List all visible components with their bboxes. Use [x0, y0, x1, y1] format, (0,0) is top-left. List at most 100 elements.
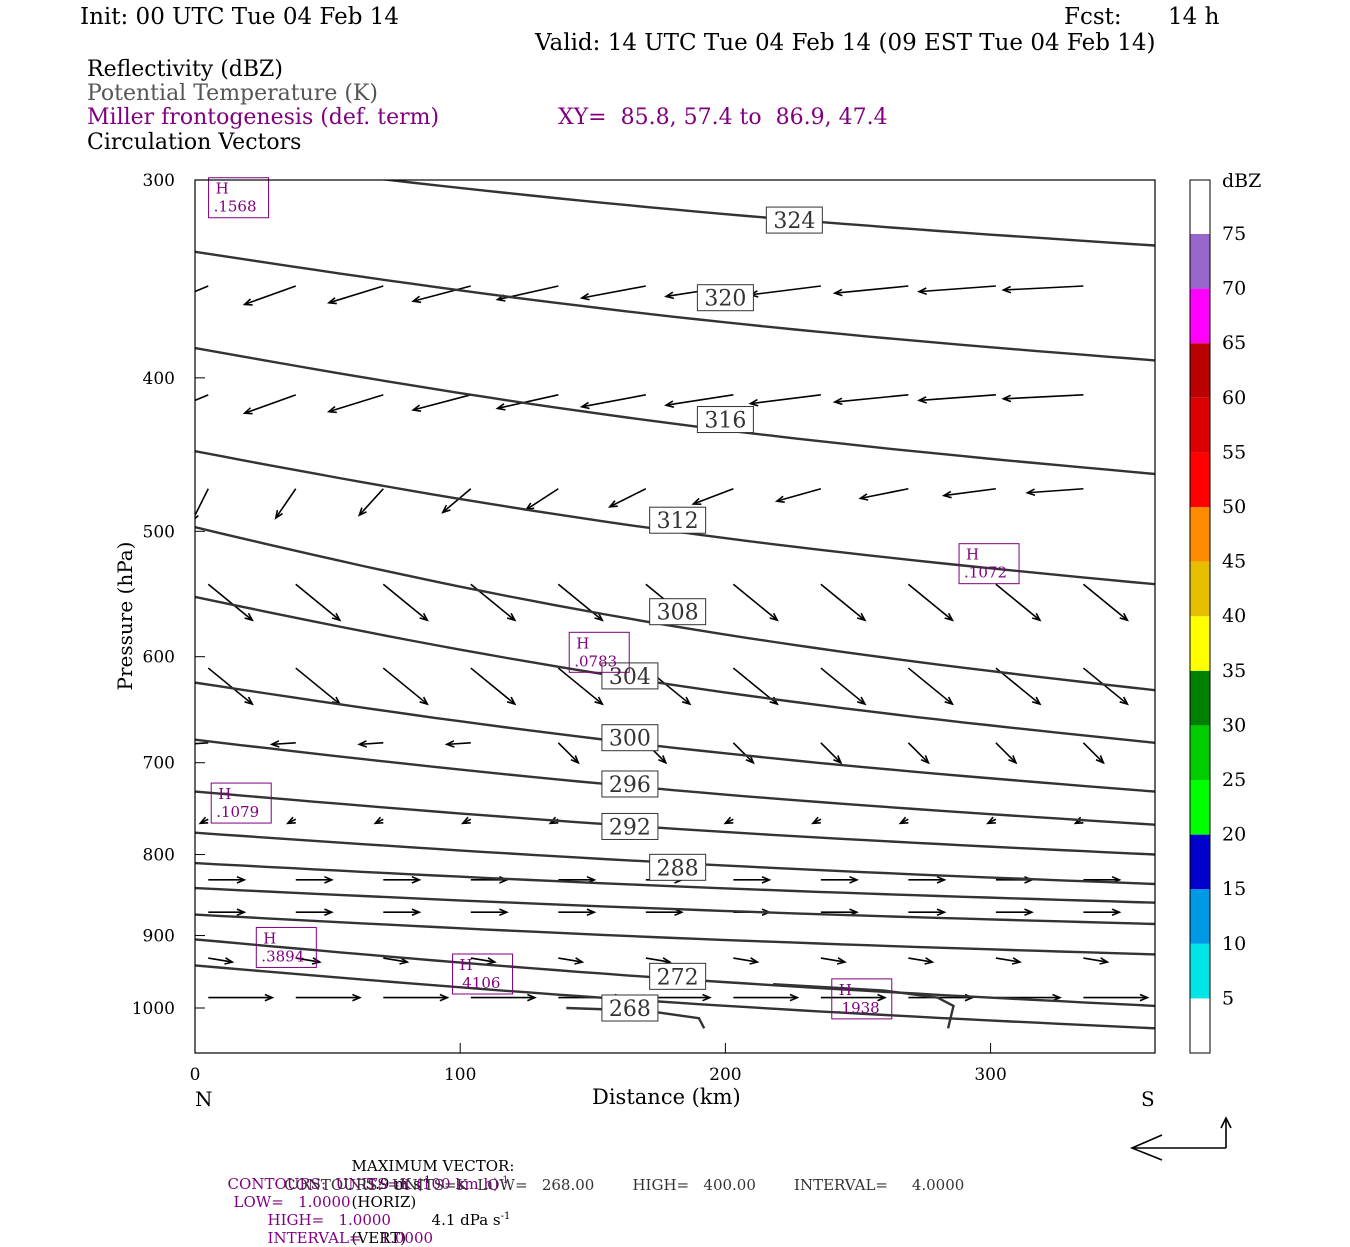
contour-label: 324	[773, 209, 815, 234]
y-tick-label: 300	[143, 171, 175, 191]
circulation-vector	[1082, 583, 1128, 621]
colorbar-tick-label: 70	[1222, 278, 1246, 300]
frontogenesis-max-box	[210, 782, 272, 824]
theta-contour	[195, 681, 1155, 793]
circulation-vector	[645, 957, 670, 963]
contour-label: 288	[657, 856, 699, 881]
circulation-vector	[557, 583, 603, 621]
x-tick-label: 200	[709, 1065, 741, 1085]
contour-label-box	[696, 284, 754, 312]
circulation-vector	[1083, 957, 1108, 963]
circulation-vector	[919, 285, 996, 293]
contour-label: 272	[657, 965, 699, 990]
circulation-vector	[525, 488, 559, 511]
circulation-vector-head	[789, 993, 800, 1002]
y-tick-label: 600	[143, 648, 175, 668]
frontogenesis-max-marker: H	[966, 546, 979, 564]
circulation-vector-head	[486, 957, 497, 965]
circulation-vector-head	[594, 696, 604, 706]
x-axis-north-label: N	[195, 1087, 213, 1111]
theta-contour	[195, 346, 1155, 476]
circulation-vector-head	[1001, 285, 1012, 294]
circulation-vector-head	[917, 396, 927, 404]
circulation-vector	[470, 667, 516, 705]
x-tick-label: 300	[974, 1065, 1006, 1085]
circulation-vector	[244, 285, 297, 306]
circulation-vector	[295, 957, 320, 963]
colorbar-swatch	[1190, 234, 1210, 289]
circulation-vector	[820, 583, 866, 621]
max-vector-label: MAXIMUM VECTOR:	[351, 1157, 515, 1175]
circulation-vector-head	[986, 816, 996, 825]
circulation-vector-head	[411, 875, 422, 884]
circulation-vector-head	[1052, 993, 1062, 1002]
circulation-vector-head	[242, 298, 253, 306]
colorbar-swatch	[1190, 561, 1210, 617]
circulation-vector	[1082, 667, 1128, 705]
circulation-vector	[834, 285, 909, 295]
frontogenesis-max-marker: H	[218, 785, 231, 803]
colorbar-swatch	[1190, 507, 1210, 562]
circulation-vector-head	[331, 612, 342, 622]
circulation-vector	[1003, 285, 1084, 291]
circulation-vector-head	[664, 400, 675, 408]
circulation-vector	[442, 488, 472, 513]
circulation-vector-head	[506, 696, 517, 706]
circulation-vector-head	[1099, 957, 1110, 965]
circulation-vector-head	[579, 401, 590, 410]
circulation-vector-head	[160, 300, 168, 306]
colorbar-tick-label: 50	[1222, 496, 1246, 518]
colorbar-tick-label: 40	[1222, 605, 1246, 627]
circulation-vector-head	[419, 696, 429, 706]
y-tick-label: 700	[143, 754, 175, 774]
circulation-vector-head	[548, 816, 559, 825]
colorbar-swatch	[1190, 943, 1210, 999]
circulation-vector	[383, 957, 408, 963]
circulation-vector	[995, 957, 1021, 963]
circulation-vector-head	[444, 740, 455, 748]
circulation-vector-head	[856, 696, 867, 706]
circulation-vector	[820, 667, 866, 705]
frontogenesis-max-value: .1079	[216, 803, 259, 821]
circulation-vector-head	[941, 490, 952, 499]
x-tick-label: 0	[190, 1065, 201, 1085]
theta-contour	[195, 790, 1155, 856]
field-miller-frontogenesis: Miller frontogenesis (def. term)	[87, 105, 440, 130]
circulation-vector-head	[1024, 908, 1034, 917]
contour-label: 308	[657, 601, 699, 626]
circulation-vector-head	[439, 993, 450, 1002]
circulation-vector-head	[244, 696, 254, 706]
circulation-vector-head	[1119, 612, 1129, 622]
frontogenesis-max-marker: H	[460, 956, 473, 974]
circulation-vector	[908, 957, 933, 963]
circulation-vector-head	[745, 755, 755, 765]
frontogenesis-max-value: .3894	[261, 947, 304, 965]
circulation-vector	[907, 583, 953, 621]
circulation-vector	[195, 394, 209, 402]
frontogenesis-max-box	[958, 543, 1020, 585]
circulation-vector	[328, 394, 384, 413]
circulation-vector	[750, 394, 821, 405]
circulation-vector-head	[1095, 755, 1105, 765]
circulation-vector-head	[527, 993, 537, 1002]
circulation-vector-head	[664, 291, 675, 300]
y-axis-title: Pressure (hPa)	[113, 541, 137, 691]
contour-label-box	[649, 962, 707, 990]
frontogenesis-max-value: .1938	[837, 999, 880, 1017]
circulation-vector	[943, 487, 996, 497]
circulation-vector-head	[607, 500, 618, 508]
contour-label-box	[696, 406, 754, 434]
circulation-vector-head	[506, 612, 517, 622]
plot-frame	[194, 179, 1156, 1054]
circulation-vector-head	[373, 816, 384, 825]
circulation-vector	[907, 667, 953, 705]
forecast-hour: 14 h	[1168, 4, 1220, 30]
colorbar-frame	[1189, 179, 1211, 1054]
circulation-vector	[207, 583, 253, 621]
circulation-vector	[195, 488, 209, 518]
circulation-vector	[820, 742, 842, 764]
frontogenesis-max-value: .0783	[574, 652, 617, 670]
colorbar-tick-label: 55	[1222, 441, 1246, 463]
contours1-units: CONTOURS: UNITS=K (100 km h)	[227, 1175, 499, 1193]
circulation-vector-head	[917, 287, 927, 295]
